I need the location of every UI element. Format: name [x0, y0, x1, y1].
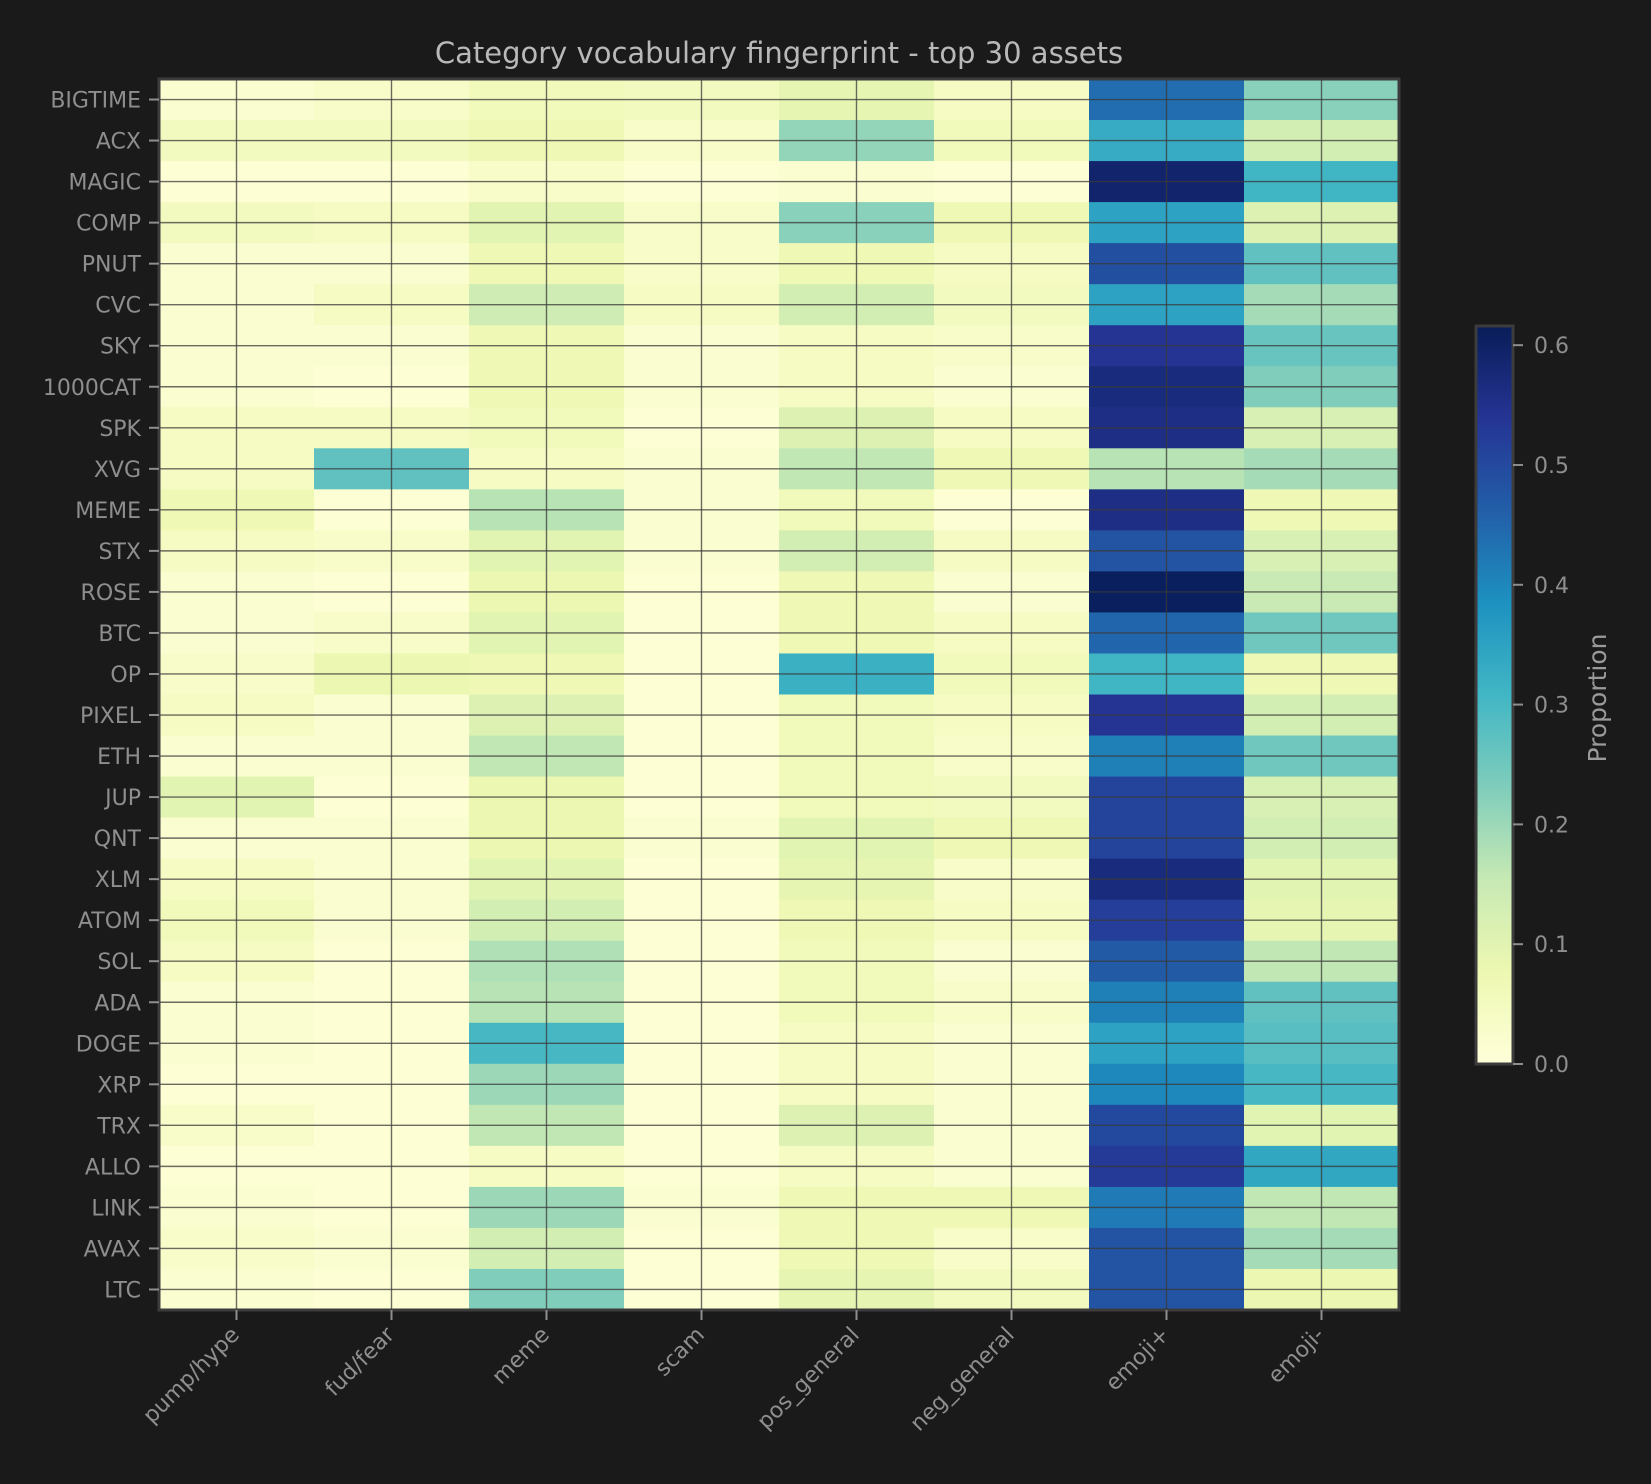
colorbar-ticks: 0.0 0.1 0.2 0.3 0.4 0.5 0.6: [1513, 334, 1569, 1078]
y-tick-label: ETH: [97, 745, 141, 770]
y-tick-label: COMP: [76, 212, 141, 237]
x-tick-label: pos_general: [753, 1323, 865, 1435]
y-axis: BIGTIME ACX MAGIC COMP PNUT CVC SKY 1000CAT SPK X…: [43, 89, 159, 1303]
colorbar-tick-label: 0.3: [1534, 694, 1569, 719]
plot-frame: [157, 77, 1401, 1312]
y-tick-label: BIGTIME: [50, 89, 141, 114]
y-tick-label: SOL: [97, 950, 141, 975]
chart-title: Category vocabulary fingerprint - top 30…: [435, 36, 1123, 70]
x-tick-label: neg_general: [906, 1323, 1020, 1437]
y-tick-label: OP: [110, 663, 141, 688]
y-tick-label: ALLO: [85, 1155, 141, 1180]
y-tick-label: DOGE: [76, 1032, 141, 1057]
colorbar-gradient: [1474, 324, 1515, 1066]
colorbar-tick-label: 0.0: [1534, 1053, 1569, 1078]
colorbar-tick-label: 0.1: [1534, 933, 1569, 958]
y-tick-label: XVG: [94, 458, 141, 483]
y-tick-label: AVAX: [84, 1237, 141, 1262]
y-tick-label: 1000CAT: [43, 376, 142, 401]
gridlines: [159, 79, 1399, 1310]
colorbar-tick-label: 0.6: [1534, 334, 1569, 359]
y-tick-label: LTC: [104, 1278, 141, 1303]
y-tick-label: ADA: [94, 991, 141, 1016]
x-tick-label: fud/fear: [321, 1322, 401, 1402]
y-tick-label: XLM: [95, 868, 141, 893]
y-tick-label: ATOM: [78, 909, 141, 934]
x-tick-label: scam: [651, 1323, 710, 1382]
x-tick-label: emoji-: [1264, 1323, 1330, 1389]
x-tick-label: pump/hype: [139, 1323, 245, 1429]
y-tick-label: JUP: [103, 786, 141, 811]
y-tick-label: BTC: [98, 622, 141, 647]
y-tick-label: STX: [99, 540, 141, 565]
y-tick-label: PNUT: [82, 253, 142, 278]
y-tick-label: LINK: [91, 1196, 141, 1221]
y-tick-label: QNT: [94, 827, 142, 852]
colorbar-tick-label: 0.4: [1534, 574, 1569, 599]
y-tick-label: ROSE: [81, 581, 141, 606]
y-tick-label: SPK: [99, 417, 141, 442]
y-tick-label: XRP: [97, 1073, 141, 1098]
y-tick-label: CVC: [95, 294, 141, 319]
x-axis: pump/hype fud/fear meme scam pos_general neg_…: [139, 1310, 1330, 1436]
x-tick-label: meme: [488, 1323, 555, 1390]
y-tick-label: TRX: [96, 1114, 141, 1139]
x-tick-label: emoji+: [1101, 1323, 1175, 1397]
y-tick-label: PIXEL: [80, 704, 142, 729]
y-tick-label: MEME: [75, 499, 141, 524]
colorbar-label: Proportion: [1583, 634, 1612, 763]
y-tick-label: MAGIC: [68, 171, 141, 196]
y-tick-label: SKY: [100, 335, 142, 360]
y-tick-label: ACX: [96, 130, 141, 155]
colorbar-tick-label: 0.2: [1534, 813, 1569, 838]
colorbar: 0.0 0.1 0.2 0.3 0.4 0.5 0.6 Proportion: [1474, 324, 1612, 1078]
colorbar-tick-label: 0.5: [1534, 454, 1569, 479]
